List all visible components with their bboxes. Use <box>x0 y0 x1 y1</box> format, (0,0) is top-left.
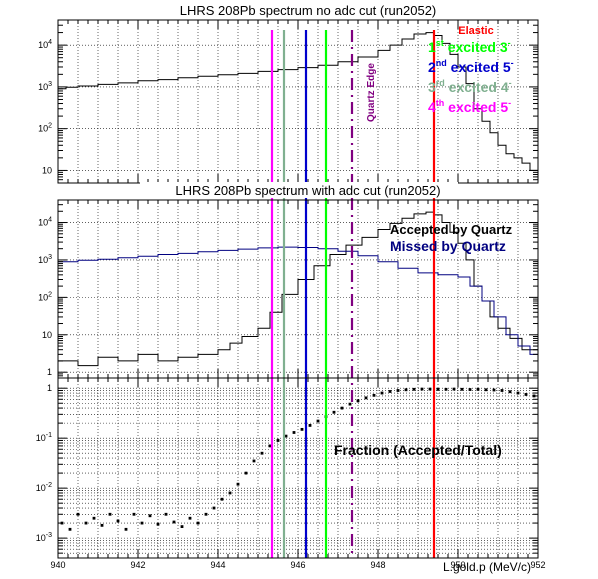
ratio-point <box>412 387 416 391</box>
y-tick-label: 10-2 <box>36 482 52 493</box>
ratio-point <box>452 387 456 391</box>
fraction-annotation: Fraction (Accepted/Total) <box>334 442 502 458</box>
y-tick-label: 102 <box>38 123 52 134</box>
panel-title-bg <box>140 182 458 198</box>
ratio-point <box>84 521 88 525</box>
ratio-point <box>300 427 304 431</box>
ratio-point <box>196 521 200 525</box>
ratio-point <box>156 522 160 526</box>
y-tick-label: 10-1 <box>36 432 52 443</box>
ratio-point <box>188 516 192 520</box>
x-tick-label: 950 <box>450 560 465 570</box>
ratio-point <box>316 419 320 423</box>
quartz-edge-label: Quartz Edge <box>366 63 377 122</box>
ratio-point <box>484 388 488 392</box>
ratio-point <box>524 393 528 396</box>
ratio-point <box>516 391 520 395</box>
ratio-point <box>92 516 96 520</box>
x-tick-label: 948 <box>370 560 385 570</box>
excited-state-label: 1st excited 3- <box>428 38 511 55</box>
panel-title-bg <box>148 2 450 18</box>
ratio-point <box>460 387 464 391</box>
ratio-point <box>108 512 112 516</box>
ratio-point <box>140 521 144 525</box>
ratio-point <box>228 491 232 495</box>
excited-state-label: 2nd excited 5- <box>428 58 514 75</box>
ratio-point <box>508 390 512 394</box>
ratio-point <box>404 388 408 392</box>
spectrum-series-0-0 <box>58 32 539 175</box>
ratio-point <box>292 431 296 434</box>
ratio-point <box>332 410 336 414</box>
ratio-point <box>244 471 248 475</box>
ratio-point <box>276 439 280 442</box>
ratio-point <box>396 389 400 392</box>
ratio-point <box>340 406 344 410</box>
y-tick-label: 103 <box>38 81 52 92</box>
x-tick-label: 952 <box>530 560 545 570</box>
y-tick-label: 102 <box>38 291 52 302</box>
ratio-point <box>180 525 184 528</box>
spectrum-series-1-1 <box>58 246 539 361</box>
ratio-point <box>172 520 176 524</box>
excited-state-label: 3rd excited 4- <box>428 78 512 95</box>
ratio-point <box>428 387 432 391</box>
ratio-point <box>308 424 312 427</box>
ratio-point <box>204 512 208 516</box>
ratio-point <box>500 389 504 392</box>
y-tick-label: 104 <box>38 39 52 50</box>
ratio-point <box>364 396 368 400</box>
panel-title: LHRS 208Pb spectrum no adc cut (run2052) <box>180 3 437 18</box>
ratio-point <box>356 399 360 403</box>
ratio-point <box>148 514 152 518</box>
y-tick-label: 10 <box>42 330 52 340</box>
ratio-point <box>116 519 120 523</box>
ratio-point <box>348 402 352 406</box>
ratio-point <box>212 506 216 510</box>
ratio-point <box>420 387 424 391</box>
ratio-point <box>220 497 224 501</box>
ratio-point <box>68 527 72 531</box>
ratio-point <box>260 451 264 455</box>
ratio-point <box>252 459 256 463</box>
ratio-point <box>236 482 240 486</box>
y-tick-label: 104 <box>38 217 52 228</box>
ratio-point <box>444 387 448 391</box>
legend-missed: Missed by Quartz <box>390 238 506 254</box>
ratio-point <box>268 444 272 448</box>
ratio-point <box>132 512 136 516</box>
x-tick-label: 940 <box>50 560 65 570</box>
ratio-point <box>76 512 80 516</box>
ratio-point <box>372 393 376 397</box>
ratio-point <box>388 390 392 393</box>
legend-accepted: Accepted by Quartz <box>390 222 513 237</box>
ratio-point <box>284 434 288 438</box>
excited-state-label: 4th excited 5- <box>428 98 511 115</box>
y-tick-label: 1 <box>47 367 52 377</box>
elastic-label: Elastic <box>458 25 493 37</box>
y-tick-label: 103 <box>38 254 52 265</box>
ratio-point <box>124 527 128 531</box>
x-tick-label: 944 <box>210 560 225 570</box>
ratio-point <box>100 523 104 527</box>
panel-title: LHRS 208Pb spectrum with adc cut (run205… <box>175 183 440 198</box>
ratio-point <box>164 512 168 516</box>
ratio-point <box>476 387 480 391</box>
y-tick-label: 10-3 <box>36 532 52 543</box>
y-tick-label: 1 <box>47 383 52 393</box>
y-tick-label: 10 <box>42 165 52 175</box>
ratio-point <box>380 391 384 395</box>
ratio-point <box>468 388 472 391</box>
x-tick-label: 946 <box>290 560 305 570</box>
x-axis-label: L.gold.p (MeV/c) <box>443 560 531 574</box>
ratio-point <box>492 388 496 392</box>
x-tick-label: 942 <box>130 560 145 570</box>
ratio-point <box>436 387 440 391</box>
